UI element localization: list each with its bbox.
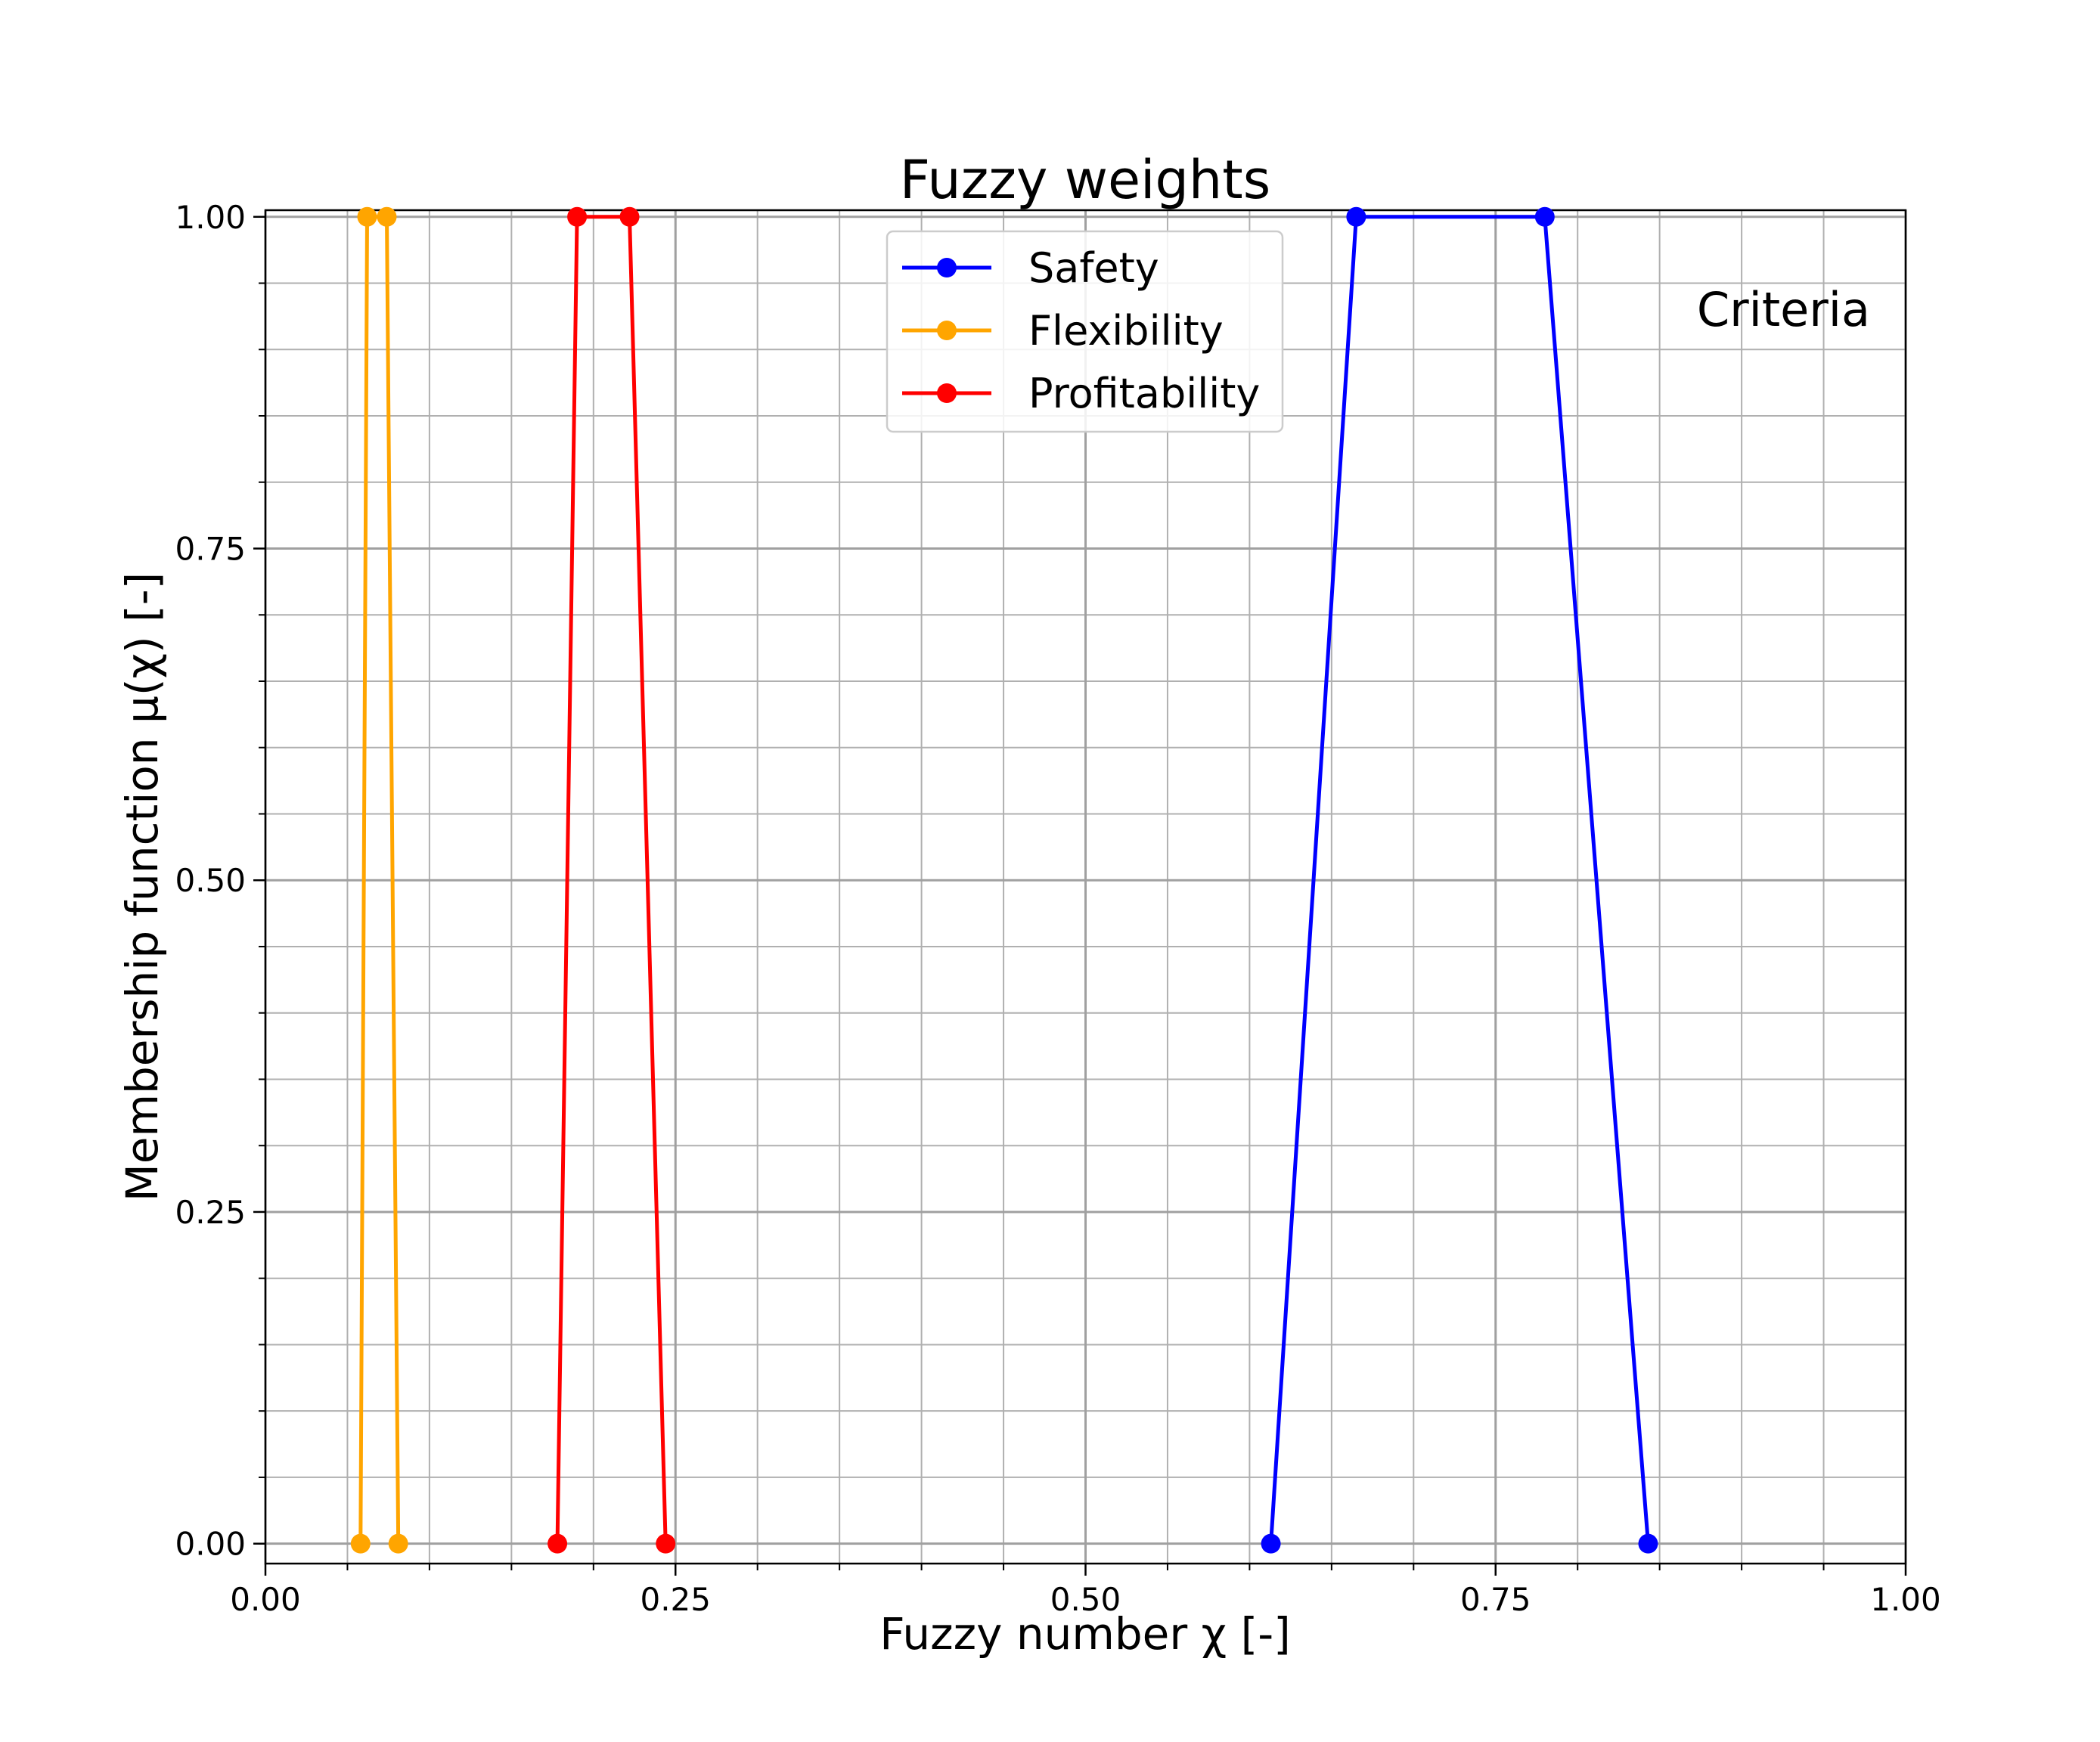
data-point-profitability — [656, 1533, 676, 1554]
data-point-profitability — [547, 1533, 568, 1554]
y-tick-label: 0.25 — [175, 1194, 246, 1231]
axis-ticks: 0.00 0.25 0.50 0.75 1.00 0.00 0.25 0.50 0.75 1.00 — [175, 199, 1940, 1618]
series-layer — [350, 206, 1658, 1554]
legend-label-profitability: Profitability — [1028, 370, 1260, 417]
y-tick-label: 0.75 — [175, 531, 246, 568]
legend-marker-flexibility — [937, 321, 957, 340]
data-point-profitability — [567, 206, 588, 227]
data-point-flexibility — [357, 206, 377, 227]
legend-entries: Safety Flexibility Profitability — [902, 244, 1260, 417]
y-tick-label: 0.50 — [175, 862, 246, 899]
x-tick-label: 0.50 — [1050, 1581, 1121, 1618]
legend-marker-safety — [937, 258, 957, 277]
chart-title: Fuzzy weights — [900, 149, 1270, 211]
y-tick-label: 0.00 — [175, 1526, 246, 1563]
y-tick-label: 1.00 — [175, 199, 246, 236]
data-point-safety — [1261, 1533, 1281, 1554]
legend-box — [886, 230, 1284, 433]
data-point-flexibility — [350, 1533, 371, 1554]
series-line-safety — [1269, 215, 1650, 1544]
y-axis-title: Membership function μ(χ) [-] — [116, 572, 168, 1202]
legend-label-flexibility: Flexibility — [1028, 307, 1224, 355]
series-line-flexibility — [358, 215, 401, 1544]
legend: Safety Flexibility Profitability — [886, 230, 1284, 433]
data-point-flexibility — [388, 1533, 408, 1554]
data-point-safety — [1534, 206, 1555, 227]
x-tick-label: 0.00 — [230, 1581, 301, 1618]
criteria-annotation: Criteria — [1697, 282, 1870, 337]
legend-label-safety: Safety — [1028, 244, 1159, 292]
x-tick-label: 1.00 — [1870, 1581, 1941, 1618]
series-line-profitability — [555, 215, 668, 1544]
x-tick-label: 0.25 — [640, 1581, 711, 1618]
data-point-flexibility — [377, 206, 397, 227]
grid — [264, 210, 1907, 1564]
data-point-safety — [1638, 1533, 1658, 1554]
data-point-profitability — [619, 206, 640, 227]
data-point-safety — [1346, 206, 1366, 227]
x-tick-label: 0.75 — [1460, 1581, 1531, 1618]
legend-marker-profitability — [937, 383, 957, 403]
x-axis-title: Fuzzy number χ [-] — [879, 1608, 1291, 1660]
